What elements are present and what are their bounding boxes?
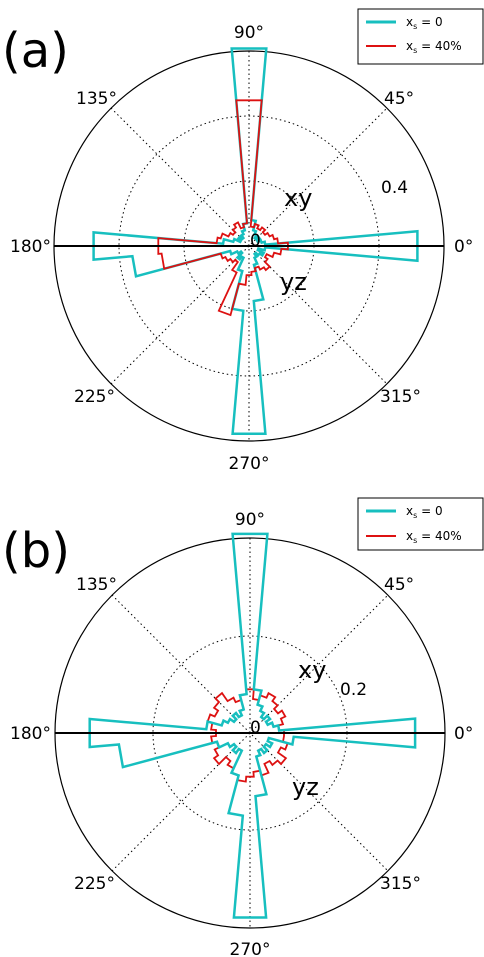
panel-a-tick-225: 225° (74, 387, 115, 407)
panel-a-plane-xy: xy (284, 184, 312, 212)
panel-b-legend: xs = 0 xs = 40% (357, 497, 484, 551)
panel-a-plane-yz: yz (280, 268, 307, 296)
panel-b: (b) 0° 45° 90° 135° 180° 225° 270° 315° … (2, 497, 484, 957)
panel-b-tick-315: 315° (380, 874, 421, 894)
panel-b-legend-label-xs-0: xs = 0 (406, 504, 443, 520)
panel-a-legend-label-xs-0: xs = 0 (406, 15, 443, 31)
panel-a-tick-0: 0° (454, 237, 473, 257)
panel-a-tick-135: 135° (76, 89, 117, 109)
panel-b-legend-box (357, 497, 484, 551)
panel-a: (a) 0° 45° 90° 135° 180° 225° 270° 315° … (2, 8, 484, 474)
histogram-outline (88, 532, 417, 919)
panel-a-tick-45: 45° (384, 89, 414, 109)
panel-a-r-tick-0.4: 0.4 (381, 178, 408, 198)
panel-b-tick-45: 45° (384, 575, 414, 595)
panel-b-tick-180: 180° (10, 724, 51, 744)
panel-a-series-xs-40 (157, 99, 289, 317)
panel-b-r-tick-0.2: 0.2 (340, 680, 367, 700)
histogram-outline (92, 47, 419, 436)
panel-b-tick-0: 0° (454, 724, 473, 744)
panel-a-series-xs-0 (92, 47, 419, 436)
panel-b-plane-xy: xy (298, 656, 326, 684)
panel-b-tick-90: 90° (235, 510, 265, 530)
panel-a-tick-270: 270° (229, 454, 270, 474)
panel-b-r-tick-0: 0 (250, 718, 261, 738)
panel-b-legend-label-xs-40: xs = 40% (406, 529, 462, 545)
panel-b-plane-yz: yz (292, 773, 319, 801)
panel-b-series-xs-40 (206, 688, 289, 783)
panel-a-label: (a) (2, 23, 69, 79)
panel-a-spoke-45 (110, 107, 388, 385)
histogram-outline (157, 99, 289, 317)
panel-a-r-tick-0: 0 (250, 231, 261, 251)
panel-b-tick-225: 225° (74, 874, 115, 894)
panel-a-legend-label-xs-40: xs = 40% (406, 39, 462, 55)
panel-a-tick-180: 180° (10, 237, 51, 257)
panel-b-spoke-45 (111, 594, 389, 872)
panel-b-series-xs-0 (88, 532, 417, 919)
panel-a-tick-90: 90° (234, 23, 264, 43)
panel-b-tick-135: 135° (76, 575, 117, 595)
panel-b-tick-270: 270° (230, 940, 271, 957)
panel-b-label: (b) (2, 523, 70, 579)
panel-a-legend: xs = 0 xs = 40% (357, 8, 484, 65)
panel-a-tick-315: 315° (380, 387, 421, 407)
panel-a-spoke-135 (110, 107, 388, 385)
panel-a-legend-box (357, 8, 484, 65)
histogram-outline (206, 688, 289, 783)
panel-b-spoke-135 (111, 594, 389, 872)
